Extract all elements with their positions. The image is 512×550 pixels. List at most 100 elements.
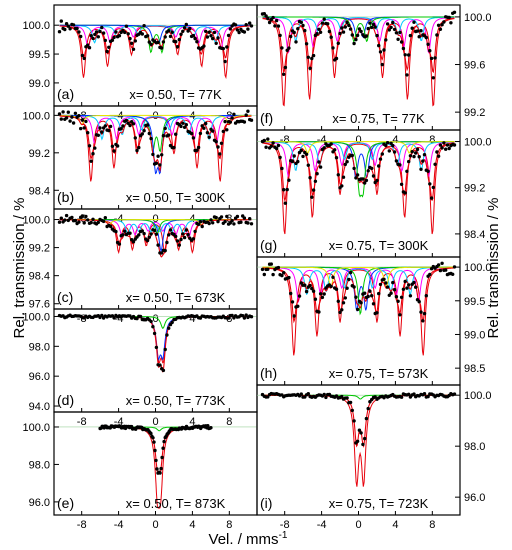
data-point xyxy=(168,34,173,39)
data-point xyxy=(244,23,248,27)
data-point xyxy=(108,224,113,229)
data-point xyxy=(177,243,181,247)
panel-letter: (e) xyxy=(57,495,74,511)
data-point xyxy=(89,159,93,163)
data-point xyxy=(196,222,201,227)
data-point xyxy=(310,56,314,61)
data-point xyxy=(371,174,376,178)
data-point xyxy=(260,267,265,272)
data-point xyxy=(294,40,298,44)
data-point xyxy=(385,285,390,289)
data-point xyxy=(414,151,418,155)
data-point xyxy=(84,119,88,124)
data-point xyxy=(412,20,416,24)
data-point xyxy=(350,33,354,37)
panel-d: 100.0 98.0 96.0 94.0 -8 -4 0 4 8 (d) x= 0.50, T= 7… xyxy=(22,308,258,428)
data-point xyxy=(154,161,159,165)
data-point xyxy=(209,426,213,430)
data-point xyxy=(82,56,86,61)
data-point xyxy=(301,154,305,159)
data-point xyxy=(177,37,181,42)
data-point xyxy=(128,123,132,128)
y-tick-label: 100.0 xyxy=(464,12,492,24)
x-tick-label: -4 xyxy=(114,416,124,428)
data-point xyxy=(209,218,213,222)
data-point xyxy=(452,10,457,14)
data-point xyxy=(235,28,240,32)
data-point xyxy=(313,179,318,183)
data-point xyxy=(350,153,354,158)
data-point xyxy=(57,112,62,116)
data-point xyxy=(219,141,224,145)
data-point xyxy=(135,148,139,153)
data-point xyxy=(158,163,162,167)
y-tick-label: 98.0 xyxy=(464,441,485,453)
data-point xyxy=(387,149,391,153)
data-point xyxy=(66,24,71,28)
data-point xyxy=(359,431,363,435)
data-point xyxy=(290,300,295,304)
data-point xyxy=(121,124,125,128)
data-point xyxy=(355,173,360,177)
data-point xyxy=(230,116,234,120)
panel-caption: x= 0.50, T= 673K xyxy=(126,290,226,305)
x-tick-label: 4 xyxy=(189,313,195,325)
data-point xyxy=(363,436,367,441)
data-point xyxy=(233,23,238,27)
data-point xyxy=(304,42,309,46)
data-point xyxy=(232,222,236,226)
x-tick-label: 8 xyxy=(429,134,435,146)
data-point xyxy=(320,295,325,300)
component-curve-1 xyxy=(262,267,455,356)
panel-caption: x= 0.75, T= 723K xyxy=(329,496,429,511)
data-point xyxy=(249,118,254,122)
x-axis-label-exponent: -1 xyxy=(279,530,288,541)
panel-caption: x= 0.50, T= 77K xyxy=(129,87,222,102)
data-point xyxy=(313,297,318,301)
y-tick-label: 100.0 xyxy=(464,137,492,149)
data-point xyxy=(385,22,390,26)
data-point xyxy=(121,233,125,237)
x-tick-label: -8 xyxy=(280,134,290,146)
data-point xyxy=(140,32,144,36)
data-point xyxy=(123,30,127,35)
data-point xyxy=(163,248,167,253)
data-point xyxy=(345,286,349,290)
data-point xyxy=(354,295,358,299)
data-point xyxy=(70,115,74,119)
data-point xyxy=(167,233,171,237)
data-point xyxy=(447,15,451,20)
data-point xyxy=(91,217,95,221)
data-point xyxy=(101,31,106,35)
panels-layer: 100.0 99.5 99.0 -8 -4 0 4 8 (a) x= 0.50, T= 77K 10… xyxy=(22,4,492,531)
data-point xyxy=(181,121,185,125)
data-point xyxy=(278,33,282,38)
data-point xyxy=(96,133,101,137)
data-point xyxy=(318,165,323,169)
data-point xyxy=(75,26,79,31)
data-point xyxy=(179,237,183,242)
data-point xyxy=(223,219,227,224)
data-point xyxy=(100,130,104,134)
data-point xyxy=(290,159,295,164)
y-tick-label: 100.0 xyxy=(22,110,50,122)
data-point xyxy=(292,314,296,318)
x-tick-label: -4 xyxy=(317,134,327,146)
data-point xyxy=(391,20,395,25)
x-tick-label: 4 xyxy=(392,519,398,531)
data-point xyxy=(452,265,457,269)
data-point xyxy=(324,395,328,400)
data-point xyxy=(417,300,421,304)
data-point xyxy=(375,178,379,183)
data-point xyxy=(100,313,104,318)
data-point xyxy=(347,277,351,282)
data-point xyxy=(112,149,116,153)
data-point xyxy=(266,16,270,21)
data-point xyxy=(280,46,284,50)
component-curve-1 xyxy=(262,142,455,235)
data-point xyxy=(235,214,240,219)
data-point xyxy=(361,177,365,181)
data-point xyxy=(112,35,116,40)
data-point xyxy=(110,38,115,42)
data-point xyxy=(59,216,63,220)
